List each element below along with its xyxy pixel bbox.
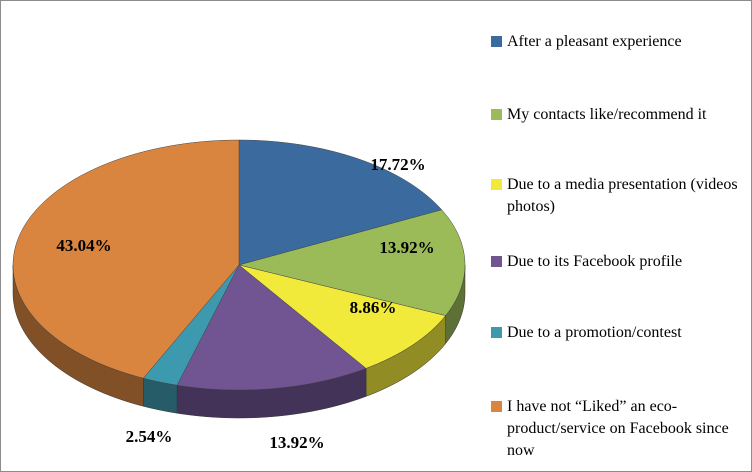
- data-label: 43.04%: [56, 236, 111, 255]
- data-label: 13.92%: [379, 238, 434, 257]
- pie-slice: [176, 264, 367, 391]
- legend-swatch: [491, 256, 502, 267]
- legend-label: I have not “Liked” an eco-product/servic…: [507, 398, 729, 459]
- data-label: 13.92%: [269, 433, 324, 452]
- data-label: 8.86%: [350, 298, 397, 317]
- pie-slice: [238, 139, 443, 266]
- legend-label: Due to a promotion/contest: [507, 324, 682, 341]
- legend-swatch: [491, 327, 502, 338]
- data-label: 2.54%: [126, 427, 173, 446]
- legend-swatch: [491, 401, 502, 412]
- legend-swatch: [491, 109, 502, 120]
- pie-slice: [238, 209, 466, 316]
- legend-label: Due to a media presentation (videos phot…: [507, 176, 738, 215]
- legend-label: After a pleasant experience: [507, 33, 682, 50]
- legend-label: Due to its Facebook profile: [507, 253, 683, 270]
- pie-slice: [142, 264, 240, 386]
- data-label: 17.72%: [370, 155, 425, 174]
- legend-label: My contacts like/recommend it: [507, 106, 707, 123]
- pie-slice: [12, 139, 240, 379]
- legend-swatch: [491, 179, 502, 190]
- legend-swatch: [491, 36, 502, 47]
- pie-slice: [238, 264, 447, 369]
